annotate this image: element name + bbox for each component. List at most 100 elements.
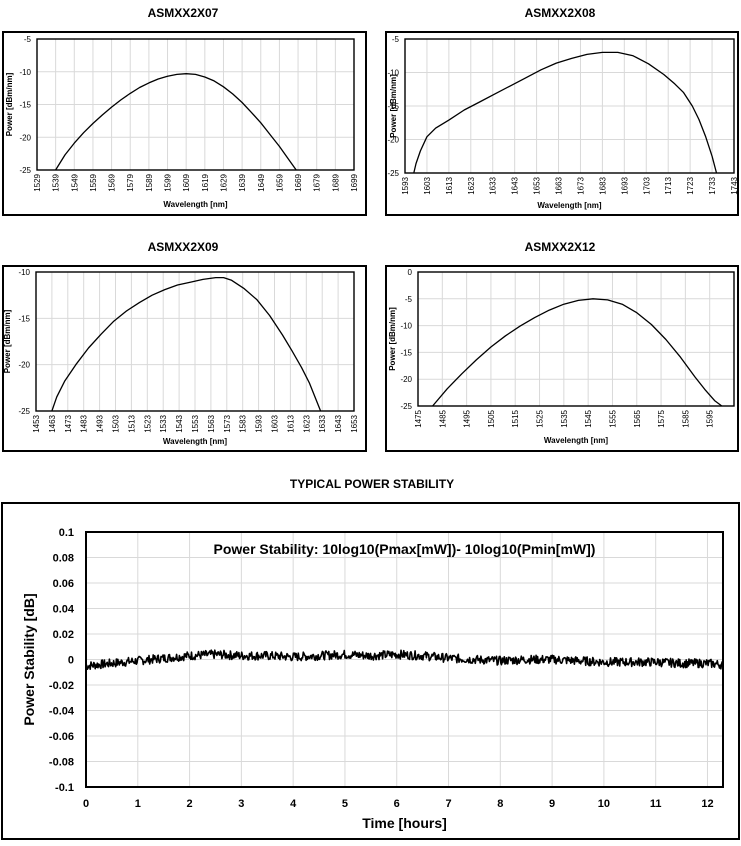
- x-tick-label: 1599: [164, 173, 173, 191]
- chart-title: ASMXX2X12: [525, 240, 596, 254]
- x-tick-label: 1693: [620, 176, 629, 194]
- x-tick-label: 1585: [681, 409, 690, 427]
- x-tick-label: 1609: [182, 173, 191, 191]
- x-tick-label: 1565: [633, 409, 642, 427]
- chart-annotation: Power Stability: 10log10(Pmax[mW])- 10lo…: [214, 541, 596, 557]
- y-tick-label: -0.02: [49, 680, 74, 692]
- x-tick-label: 1659: [275, 173, 284, 191]
- y-axis-label: Power [dBm/nm]: [388, 307, 397, 371]
- y-tick-label: -25: [19, 166, 31, 175]
- chart-frame: [1, 502, 740, 840]
- y-tick-label: -20: [18, 361, 30, 370]
- x-tick-label: 1495: [463, 409, 472, 427]
- chart-group: ASMXX2X09 1453 1463 1473 1483 1493 1503 1513 152…: [2, 240, 367, 452]
- chart-asmxx2x08: ASMXX2X08 1593 1603 1613 1623 1633 1643 1653 166…: [380, 0, 741, 218]
- chart-asmxx2x09: ASMXX2X09 1453 1463 1473 1483 1493 1503 1513 152…: [0, 236, 370, 454]
- y-tick-label: -25: [400, 402, 412, 411]
- x-tick-label: 1613: [445, 176, 454, 194]
- x-tick-label: 1593: [401, 176, 410, 194]
- x-tick-label: 1525: [536, 409, 545, 427]
- x-tick-label: 1679: [313, 173, 322, 191]
- y-tick-label: -0.04: [49, 706, 75, 718]
- x-tick-label: 1583: [239, 414, 248, 432]
- chart-frame: [2, 265, 367, 452]
- x-tick-label: 1503: [112, 414, 121, 432]
- x-tick-label: 1703: [642, 176, 651, 194]
- x-tick-label: 1575: [657, 409, 666, 427]
- plot-area: [417, 271, 735, 407]
- y-tick-label: -0.08: [49, 757, 74, 769]
- x-axis-label: Wavelength [nm]: [163, 437, 227, 446]
- chart-title: ASMXX2X08: [525, 6, 596, 20]
- x-tick-label: 1613: [286, 414, 295, 432]
- series-line: [55, 73, 297, 171]
- y-tick-label: 0.02: [53, 629, 74, 641]
- x-tick-label: 1683: [598, 176, 607, 194]
- x-tick-label: 1653: [533, 176, 542, 194]
- x-tick-label: 1619: [201, 173, 210, 191]
- x-tick-label: 1623: [467, 176, 476, 194]
- y-tick-label: -0.1: [55, 782, 74, 794]
- series-line: [51, 276, 322, 412]
- y-tick-label: -10: [18, 268, 30, 277]
- x-tick-label: 1629: [219, 173, 228, 191]
- x-tick-label: 11: [650, 798, 662, 810]
- x-axis-label: Wavelength [nm]: [163, 200, 227, 209]
- x-axis-label: Time [hours]: [362, 815, 447, 831]
- y-tick-label: 0.1: [59, 527, 74, 539]
- x-tick-label: 1483: [80, 414, 89, 432]
- chart-power-stability: TYPICAL POWER STABILITY 0 1 2 3 4 5 6 7 8 9 10 11 12 0…: [0, 470, 741, 841]
- y-tick-label: -15: [400, 348, 412, 357]
- chart-group: ASMXX2X12 1475 1485 1495 1505 1515 1525 1535 154…: [385, 240, 739, 452]
- x-tick-label: 1493: [96, 414, 105, 432]
- y-tick-label: -10: [387, 69, 399, 78]
- y-tick-label: -25: [387, 169, 399, 178]
- x-tick-label: 1633: [318, 414, 327, 432]
- y-tick-label: -5: [405, 295, 413, 304]
- x-tick-label: 1673: [576, 176, 585, 194]
- x-tick-label: 1723: [686, 176, 695, 194]
- chart-asmxx2x07: ASMXX2X07 1529 1539 1549 1559 1569 1579 1589 159…: [0, 0, 370, 218]
- y-tick-label: 0.08: [53, 553, 74, 565]
- y-tick-label: 0.06: [53, 578, 74, 590]
- y-tick-label: -20: [387, 136, 399, 145]
- x-axis-label: Wavelength [nm]: [544, 436, 608, 445]
- x-tick-label: 1663: [555, 176, 564, 194]
- x-tick-label: 1539: [52, 173, 61, 191]
- chart-frame: [2, 31, 367, 216]
- chart-frame: [385, 31, 739, 216]
- series-line: [432, 298, 723, 407]
- x-tick-label: 1563: [207, 414, 216, 432]
- x-tick-label: 1475: [414, 409, 423, 427]
- x-tick-label: 6: [394, 798, 400, 810]
- y-tick-label: -25: [18, 407, 30, 416]
- x-tick-label: 1553: [191, 414, 200, 432]
- y-tick-label: -20: [400, 375, 412, 384]
- x-tick-label: 1473: [64, 414, 73, 432]
- x-tick-label: 1643: [511, 176, 520, 194]
- x-tick-label: 10: [598, 798, 610, 810]
- x-tick-label: 1649: [257, 173, 266, 191]
- y-tick-label: -5: [24, 35, 32, 44]
- x-tick-label: 1669: [294, 173, 303, 191]
- x-tick-label: 1513: [127, 414, 136, 432]
- y-tick-label: -5: [392, 35, 400, 44]
- x-tick-label: 1529: [33, 173, 42, 191]
- x-tick-label: 1653: [350, 414, 359, 432]
- x-tick-label: 1733: [708, 176, 717, 194]
- x-tick-label: 1743: [730, 176, 739, 194]
- x-tick-label: 9: [549, 798, 555, 810]
- x-tick-label: 1593: [255, 414, 264, 432]
- chart-frame: [385, 265, 739, 452]
- x-tick-label: 1463: [48, 414, 57, 432]
- plot-area: [85, 531, 724, 788]
- y-axis-label: Power Stability [dB]: [21, 593, 37, 725]
- plot-area: [404, 38, 735, 174]
- y-axis-label: Power [dBm/nm]: [389, 74, 398, 138]
- chart-asmxx2x12-svg: ASMXX2X12 1475 1485 1495 1505 1515 1525 1535 154…: [385, 240, 739, 452]
- chart-title: ASMXX2X09: [148, 240, 219, 254]
- chart-title: TYPICAL POWER STABILITY: [290, 477, 454, 491]
- y-tick-label: -15: [387, 102, 399, 111]
- chart-asmxx2x07-svg: ASMXX2X07 1529 1539 1549 1559 1569 1579 1589 159…: [2, 6, 367, 216]
- x-tick-label: 1533: [159, 414, 168, 432]
